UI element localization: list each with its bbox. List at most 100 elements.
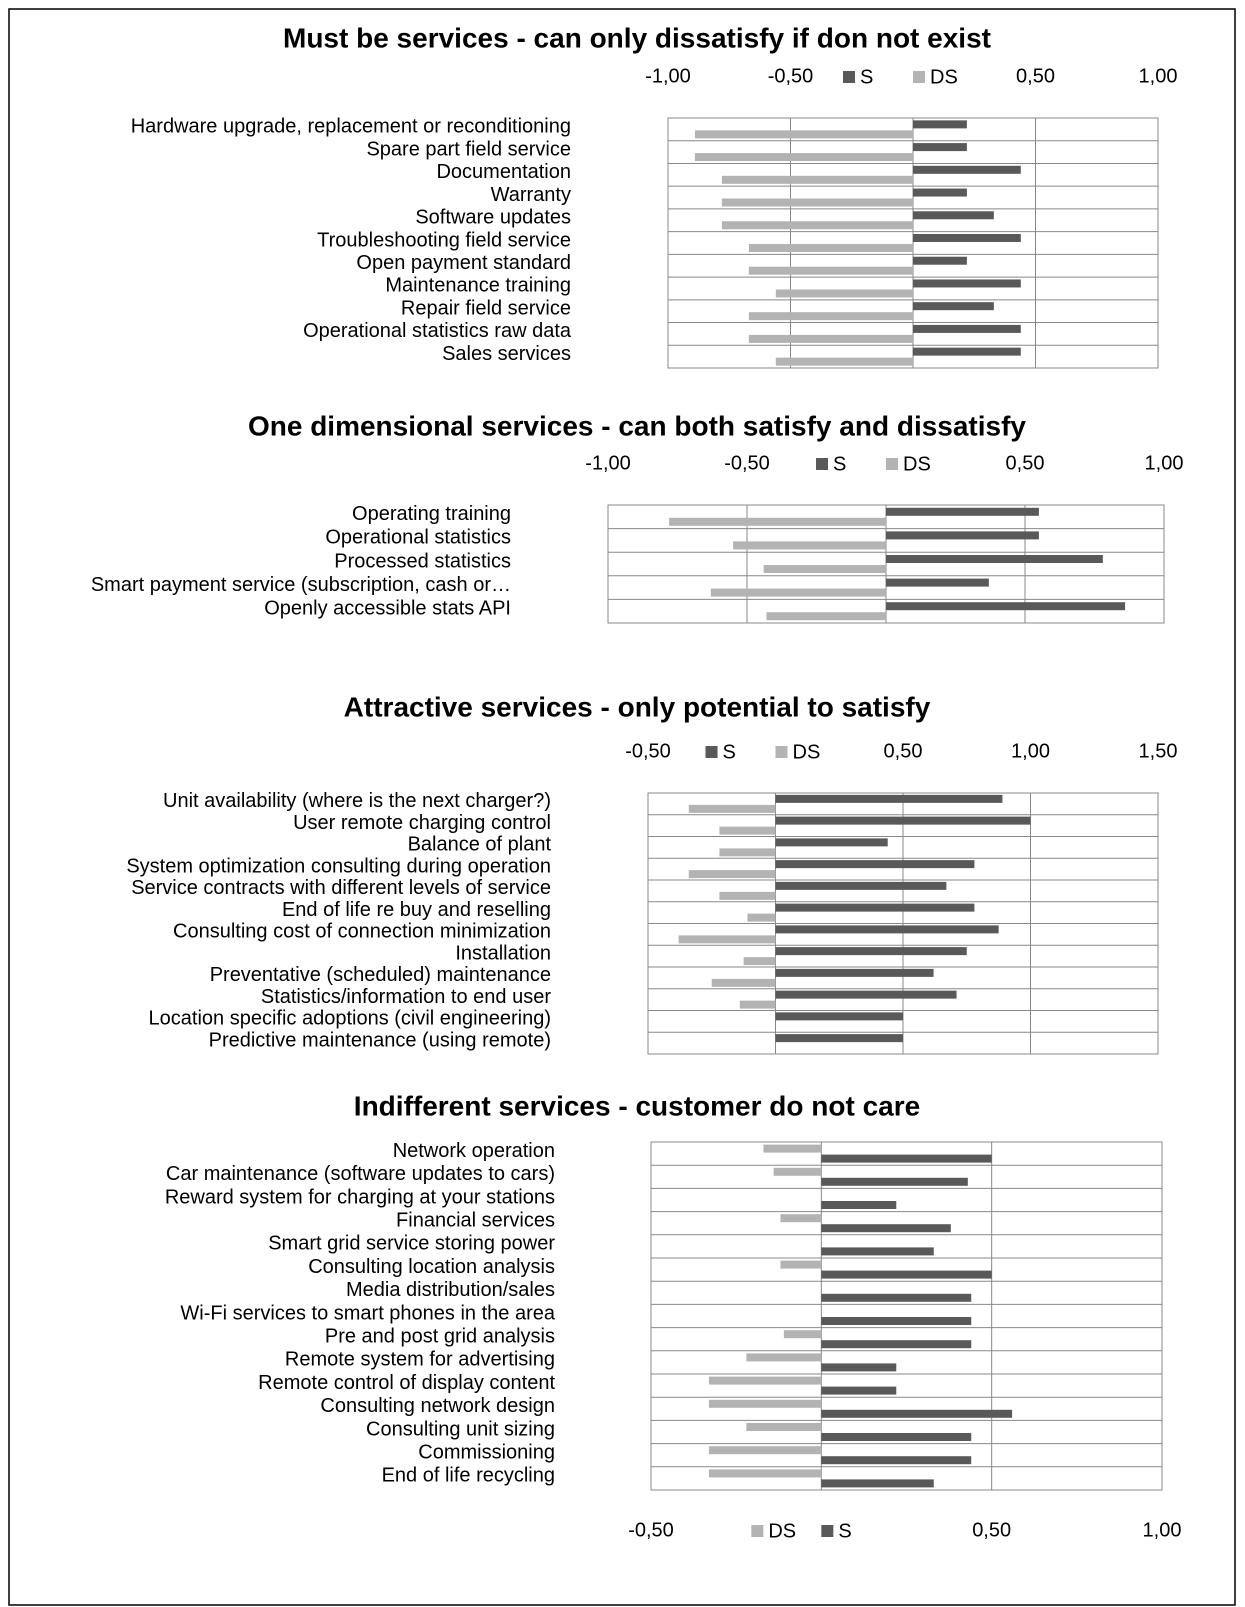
category-label: Consulting cost of connection minimizati… (173, 921, 551, 943)
category-label: Media distribution/sales (346, 1279, 555, 1301)
category-label: End of life re buy and reselling (282, 899, 551, 921)
bar (688, 870, 776, 879)
bar (775, 357, 913, 366)
bar (821, 1293, 972, 1302)
category-label: Hardware upgrade, replacement or recondi… (131, 116, 571, 138)
bar (821, 1177, 968, 1186)
bar (775, 794, 1003, 803)
category-label: Openly accessible stats API (264, 597, 511, 619)
category-label: User remote charging control (293, 812, 551, 834)
bar (748, 266, 913, 275)
bar (821, 1386, 897, 1395)
legend-swatch (816, 458, 828, 470)
bar (821, 1201, 897, 1209)
bar (775, 1034, 903, 1043)
category-label: Car maintenance (software updates to car… (166, 1163, 555, 1185)
category-label: Reward system for charging at your stati… (165, 1186, 555, 1208)
bar (821, 1340, 972, 1349)
bar (766, 612, 886, 621)
bar (743, 957, 776, 966)
bar (913, 143, 967, 152)
bar (821, 1317, 972, 1325)
category-label: Consulting unit sizing (366, 1418, 555, 1440)
x-tick-label: 1,00 (1139, 65, 1178, 87)
bar (821, 1363, 897, 1372)
bar (821, 1409, 1013, 1418)
x-tick-label: 0,50 (884, 740, 923, 762)
bar (746, 1353, 822, 1362)
category-label: Financial services (396, 1209, 555, 1231)
bar (694, 130, 913, 139)
bar (775, 860, 975, 869)
legend-label: S (860, 66, 873, 88)
category-label: Warranty (491, 184, 571, 206)
bar (678, 935, 776, 944)
x-tick-label: 0,50 (1006, 452, 1045, 474)
legend-swatch (775, 746, 788, 758)
legend-swatch (705, 746, 718, 758)
x-tick-label: -0,50 (625, 740, 671, 762)
bar (821, 1247, 934, 1256)
bar (913, 120, 967, 129)
legend-label: S (833, 453, 846, 475)
bar (780, 1260, 822, 1269)
bar (763, 565, 886, 573)
bar (913, 256, 967, 265)
category-label: Maintenance training (385, 275, 571, 297)
legend-label: DS (903, 453, 931, 475)
bar (708, 1469, 822, 1478)
x-tick-label: 0,50 (972, 1519, 1011, 1541)
bar (719, 891, 776, 900)
bar (775, 289, 913, 298)
bar (821, 1154, 992, 1163)
category-label: Commissioning (418, 1441, 555, 1463)
bar (721, 221, 913, 230)
legend-swatch (886, 458, 898, 470)
category-label: Location specific adoptions (civil engin… (149, 1008, 551, 1030)
bar (719, 848, 776, 857)
category-label: Consulting location analysis (308, 1256, 555, 1278)
category-label: Remote control of display content (258, 1372, 555, 1394)
bar (694, 153, 913, 162)
bar (721, 198, 913, 207)
category-label: Operational statistics (325, 527, 511, 549)
bar (708, 1399, 822, 1408)
bar (669, 517, 886, 526)
x-tick-label: -1,00 (585, 452, 631, 474)
bar (913, 324, 1021, 333)
bar (821, 1433, 972, 1441)
category-label: Consulting network design (320, 1395, 555, 1417)
category-label: Smart grid service storing power (268, 1233, 555, 1255)
category-label: Installation (455, 942, 551, 964)
frame (8, 8, 1236, 1606)
bar (775, 947, 967, 956)
bar (913, 347, 1021, 356)
legend-label: DS (768, 1520, 796, 1542)
legend-swatch (751, 1525, 764, 1537)
bar (913, 165, 1021, 174)
legend-swatch (843, 71, 855, 83)
category-label: Operational statistics raw data (303, 320, 572, 342)
bar (913, 188, 967, 197)
category-label: Documentation (436, 161, 571, 183)
bar (775, 838, 888, 847)
bar (913, 234, 1021, 242)
chart-title: One dimensional services - can both sati… (248, 410, 1026, 441)
category-label: Unit availability (where is the next cha… (163, 790, 551, 812)
bar (708, 1446, 822, 1455)
legend-label: DS (930, 66, 958, 88)
bar (780, 1214, 822, 1223)
bar (913, 279, 1021, 288)
bar (775, 925, 999, 934)
x-tick-label: 0,50 (1016, 65, 1055, 87)
category-label: Repair field service (401, 297, 571, 319)
bar (913, 211, 994, 220)
bar (886, 602, 1126, 611)
legend-swatch (821, 1525, 834, 1537)
category-label: System optimization consulting during op… (126, 855, 551, 877)
bar (821, 1479, 934, 1488)
category-label: Operating training (352, 503, 511, 525)
category-label: Smart payment service (subscription, cas… (91, 574, 511, 596)
bar (746, 1423, 822, 1431)
bar (821, 1270, 992, 1279)
